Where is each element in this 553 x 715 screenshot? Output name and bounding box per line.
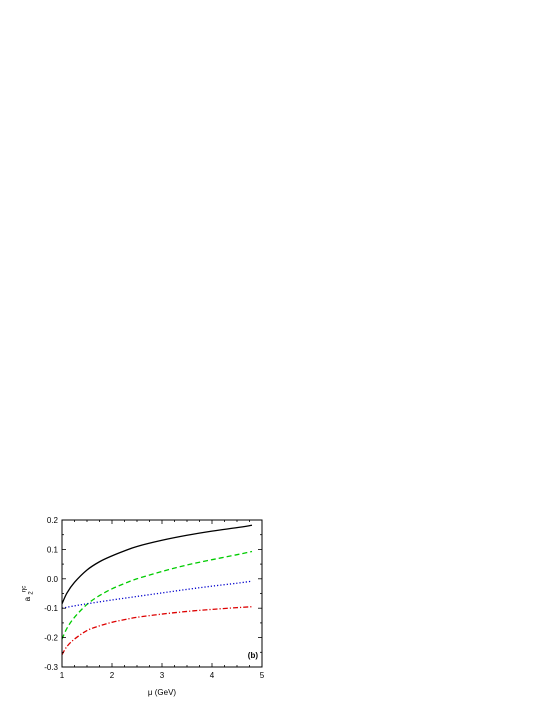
y-axis-title-sup: ηc [22, 586, 28, 592]
y-axis-title-main: a [23, 596, 32, 601]
y-tick-label: -0.1 [44, 604, 58, 613]
series-line-4-dashdot [62, 606, 253, 655]
panel-label: (b) [248, 651, 259, 660]
x-tick-label: 3 [160, 671, 165, 680]
ticks [61, 519, 263, 668]
y-tick-label: 0.0 [47, 575, 59, 584]
tick-labels: 1 2 3 4 5 -0.3 -0.2 -0.1 0.0 0.1 0.2 [44, 516, 265, 680]
x-axis-title: μ (GeV) [148, 688, 177, 697]
plot-lines [62, 524, 253, 655]
x-tick-label: 1 [60, 671, 65, 680]
y-tick-label: -0.3 [44, 663, 58, 672]
y-axis-title-sub: 2 [29, 591, 35, 595]
y-axis-title: a 2 ηc [22, 586, 35, 602]
series-line-3-dotted [62, 580, 253, 609]
series-line-2-dashed [62, 550, 253, 640]
y-tick-label: 0.1 [47, 545, 59, 554]
x-tick-label: 2 [110, 671, 115, 680]
x-tick-label: 5 [260, 671, 265, 680]
x-tick-label: 4 [210, 671, 215, 680]
series-line-1-solid [62, 524, 253, 605]
y-tick-label: 0.2 [47, 516, 59, 525]
plot-frame [61, 519, 263, 668]
y-tick-label: -0.2 [44, 634, 58, 643]
